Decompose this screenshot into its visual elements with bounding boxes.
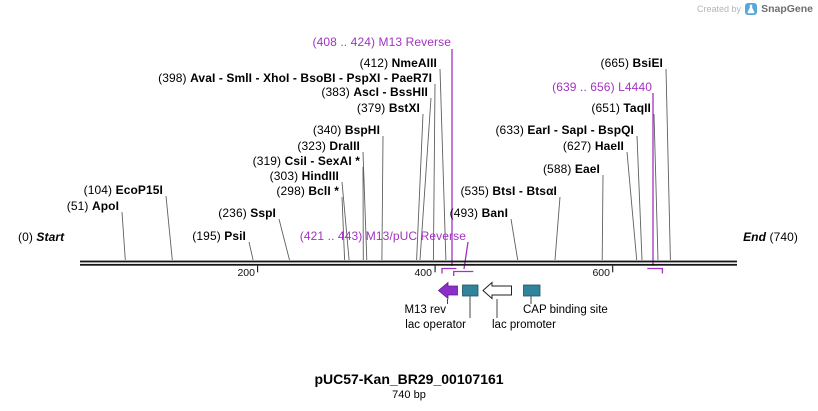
- site-position: (665): [600, 56, 630, 70]
- site-position: (383): [321, 85, 350, 99]
- primer-label-m13-reverse[interactable]: (408 .. 424) M13 Reverse: [313, 35, 451, 49]
- site-position: (627): [562, 139, 592, 153]
- sequence-axis: [80, 260, 737, 273]
- site-name: PsiI: [224, 229, 246, 243]
- primer-name: M13 Reverse: [378, 35, 451, 49]
- site-label-bsphi[interactable]: (340) BspHI: [313, 123, 380, 137]
- m13-rev-arrow[interactable]: [437, 281, 458, 300]
- site-name: HindIII: [301, 169, 339, 183]
- watermark-brand: SnapGene: [761, 3, 813, 15]
- snapgene-logo-icon: [745, 3, 758, 15]
- watermark: Created by SnapGene: [697, 3, 813, 15]
- site-label-bani[interactable]: (493) BanI: [450, 206, 508, 220]
- site-label-haeii[interactable]: (627) HaeII: [563, 139, 624, 153]
- primer-label-m13-puc-reverse[interactable]: (421 .. 443) M13/pUC Reverse: [300, 229, 466, 243]
- axis-tick-600: 600: [592, 267, 610, 279]
- site-label-avai-group[interactable]: (398) AvaI - SmlI - XhoI - BsoBI - PspXI…: [158, 71, 432, 85]
- site-position: (340): [312, 123, 342, 137]
- site-label-nmeaiii[interactable]: (412) NmeAIII: [360, 56, 437, 70]
- site-label-sspi[interactable]: (236) SspI: [218, 206, 276, 220]
- axis-tick-200: 200: [237, 267, 255, 279]
- cap-binding-site-box[interactable]: [523, 284, 541, 297]
- site-position: (651): [591, 101, 620, 115]
- feature-label-lac-operator[interactable]: lac operator: [405, 319, 466, 331]
- site-name: EarI - SapI - BspQI: [527, 123, 634, 137]
- axis-tick-400: 400: [414, 267, 432, 279]
- site-position: (379): [356, 101, 386, 115]
- site-name: AscI - BssHII: [353, 85, 428, 99]
- site-position: (104): [83, 183, 113, 197]
- feature-label-lac-promoter[interactable]: lac promoter: [492, 319, 556, 331]
- site-name: EcoP15I: [115, 183, 163, 197]
- lac-promoter-arrow[interactable]: [482, 281, 512, 300]
- site-position: (236): [218, 206, 247, 220]
- site-position: (298): [276, 184, 305, 198]
- site-name: NmeAIII: [391, 56, 437, 70]
- site-label-bcli[interactable]: (298) BclI *: [276, 184, 339, 198]
- site-name: BanI: [481, 206, 508, 220]
- site-label-asci-bsshii[interactable]: (383) AscI - BssHII: [321, 85, 428, 99]
- site-label-csii-sexai[interactable]: (319) CsiI - SexAI *: [253, 154, 360, 168]
- site-label-eari-sapi-bspqi[interactable]: (633) EarI - SapI - BspQI: [495, 123, 634, 137]
- site-position: (633): [495, 123, 524, 137]
- site-name: AvaI - SmlI - XhoI - BsoBI - PspXI - Pae…: [190, 71, 432, 85]
- feature-label-m13-rev[interactable]: M13 rev: [404, 304, 446, 316]
- lac-operator-box[interactable]: [462, 284, 479, 297]
- site-label-ecop15i[interactable]: (104) EcoP15I: [84, 183, 163, 197]
- axis-end-text: End: [743, 230, 767, 244]
- site-connector-lines: [121, 68, 671, 261]
- site-position: (195): [192, 229, 221, 243]
- site-name: CsiI - SexAI *: [284, 154, 360, 168]
- site-position: (303): [269, 169, 299, 183]
- map-title: pUC57-Kan_BR29_00107161: [314, 371, 504, 387]
- site-name: HaeII: [594, 139, 624, 153]
- site-name: BsiEI: [632, 56, 663, 70]
- site-label-psii[interactable]: (195) PsiI: [192, 229, 246, 243]
- axis-end-label: End (740): [743, 230, 798, 244]
- site-position: (319): [252, 154, 282, 168]
- site-position: (398): [158, 71, 187, 85]
- map-length: 740 bp: [392, 389, 426, 401]
- axis-start-text: Start: [36, 230, 65, 244]
- feature-label-cap-binding-site[interactable]: CAP binding site: [523, 304, 608, 316]
- site-position: (535): [460, 184, 489, 198]
- site-label-apoi[interactable]: (51) ApoI: [67, 199, 119, 213]
- site-position: (493): [449, 206, 479, 220]
- axis-end-position: (740): [769, 230, 798, 244]
- site-position: (323): [297, 139, 326, 153]
- axis-start-position: (0): [18, 230, 33, 244]
- site-label-bstxi[interactable]: (379) BstXI: [357, 101, 420, 115]
- site-name: ApoI: [91, 199, 119, 213]
- site-name: BtsI - BtsαI: [492, 184, 557, 198]
- site-name: EaeI: [574, 162, 600, 176]
- primer-marks[interactable]: [441, 267, 664, 277]
- watermark-created-by: Created by: [697, 4, 742, 14]
- site-name: BspHI: [344, 123, 380, 137]
- primer-name: M13/pUC Reverse: [365, 229, 466, 243]
- primer-label-l4440[interactable]: (639 .. 656) L4440: [552, 80, 652, 94]
- site-name: BstXI: [388, 101, 420, 115]
- site-name: TaqII: [623, 101, 651, 115]
- primer-position: (421 .. 443): [299, 229, 363, 243]
- site-position: (412): [359, 56, 389, 70]
- primer-name: L4440: [618, 80, 652, 94]
- site-label-bsiei[interactable]: (665) BsiEI: [601, 56, 663, 70]
- site-label-hindiii[interactable]: (303) HindIII: [270, 169, 339, 183]
- primer-position: (408 .. 424): [312, 35, 376, 49]
- site-name: DraIII: [329, 139, 360, 153]
- site-label-btsi[interactable]: (535) BtsI - BtsαI: [460, 184, 557, 198]
- axis-start-label: (0) Start: [18, 230, 64, 244]
- site-label-draiii[interactable]: (323) DraIII: [297, 139, 360, 153]
- site-name: BclI *: [308, 184, 339, 198]
- primer-position: (639 .. 656): [552, 80, 615, 94]
- site-label-taqii[interactable]: (651) TaqII: [591, 101, 651, 115]
- site-name: SspI: [250, 206, 276, 220]
- site-position: (588): [542, 162, 572, 176]
- feature-connector-lines: [447, 296, 532, 318]
- site-position: (51): [66, 199, 89, 213]
- site-label-eaei[interactable]: (588) EaeI: [543, 162, 600, 176]
